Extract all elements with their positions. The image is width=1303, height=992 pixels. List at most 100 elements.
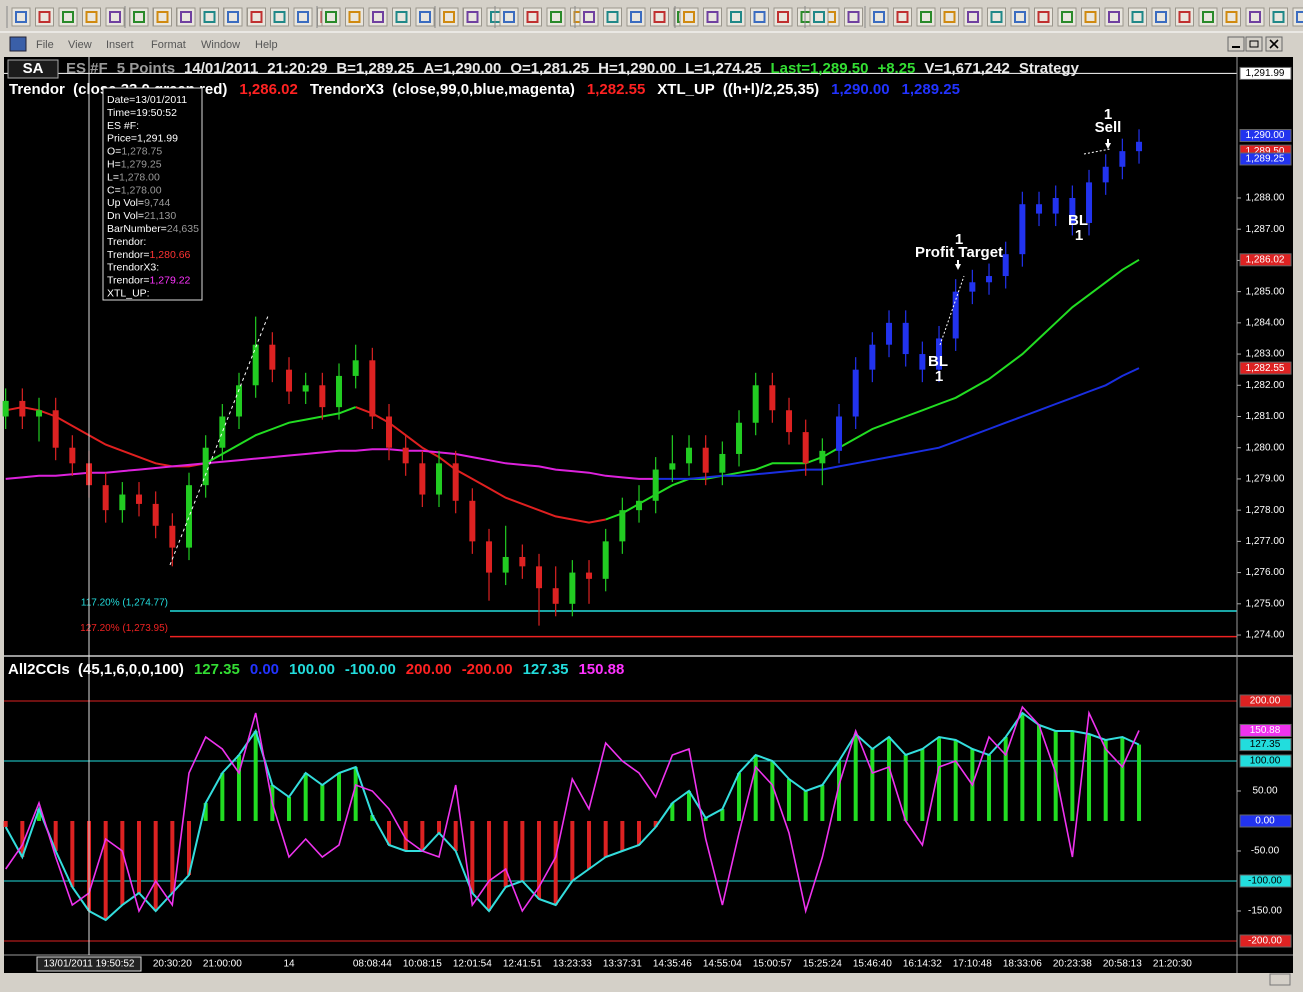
toolbar-button[interactable] xyxy=(987,7,1006,27)
candle-body xyxy=(952,291,959,339)
candle-body xyxy=(352,360,359,376)
data-window-value: 1,279.25 xyxy=(121,158,162,170)
toolbar-icon xyxy=(813,11,825,23)
symbol-button-label[interactable]: SA xyxy=(23,60,44,77)
toolbar-button[interactable] xyxy=(153,7,172,27)
menu-item[interactable]: File xyxy=(36,39,54,51)
toolbar-button[interactable] xyxy=(223,7,243,27)
cci-bar xyxy=(820,784,825,821)
toolbar-button[interactable] xyxy=(1175,7,1194,27)
toolbar-button[interactable] xyxy=(603,7,622,27)
candle-body xyxy=(969,282,976,292)
toolbar-button[interactable] xyxy=(750,7,769,27)
data-window-row: Dn Vol=21,130 xyxy=(107,210,176,222)
data-window-label: BarNumber= xyxy=(107,223,167,235)
candle-body xyxy=(436,463,443,495)
cci-bar xyxy=(337,772,342,821)
toolbar-button[interactable] xyxy=(415,7,435,27)
data-window-value: 1,280.66 xyxy=(150,249,191,261)
minimize-button[interactable] xyxy=(1227,36,1245,52)
menu-icon[interactable] xyxy=(9,36,27,52)
menu-item[interactable]: Help xyxy=(255,39,278,51)
candle-body xyxy=(502,556,509,573)
toolbar-button[interactable] xyxy=(1081,7,1100,27)
toolbar-button[interactable] xyxy=(129,7,149,27)
toolbar-button[interactable] xyxy=(293,7,313,27)
toolbar-button[interactable] xyxy=(523,7,542,27)
toolbar-button[interactable] xyxy=(679,7,699,27)
toolbar-button[interactable] xyxy=(270,7,289,27)
toolbar-button[interactable] xyxy=(35,7,54,27)
toolbar-button[interactable] xyxy=(321,7,341,27)
toolbar-button[interactable] xyxy=(844,7,863,27)
toolbar-icon xyxy=(1249,11,1261,23)
cci-bar xyxy=(853,733,858,821)
menu-item[interactable]: Format xyxy=(151,39,186,51)
cci-bar xyxy=(1120,736,1125,821)
toolbar-button[interactable] xyxy=(1128,7,1147,27)
time-axis: 13/01/2011 19:50:52 20:30:20 21:00:00 14 08:… xyxy=(36,57,1192,972)
candle-body xyxy=(136,494,143,504)
toolbar-button[interactable] xyxy=(963,7,983,27)
toolbar-button[interactable] xyxy=(869,7,889,27)
toolbar-button[interactable] xyxy=(579,7,599,27)
menu-item[interactable]: Insert xyxy=(106,39,134,51)
x-tick-label: 20:30:20 xyxy=(153,959,192,970)
toolbar-button[interactable] xyxy=(58,7,78,27)
candle-body xyxy=(519,556,526,567)
toolbar-button[interactable] xyxy=(703,7,722,27)
toolbar-button[interactable] xyxy=(546,7,566,27)
annotation: Sell xyxy=(1095,119,1122,136)
toolbar-button[interactable] xyxy=(200,7,219,27)
candle-body xyxy=(119,494,126,511)
toolbar-button[interactable] xyxy=(1269,7,1288,27)
toolbar-button[interactable] xyxy=(809,7,829,27)
toolbar-button[interactable] xyxy=(726,7,746,27)
toolbar-button[interactable] xyxy=(940,7,959,27)
toolbar-button[interactable] xyxy=(345,7,364,27)
toolbar-button[interactable] xyxy=(247,7,266,27)
toolbar-button[interactable] xyxy=(626,7,646,27)
toolbar-button[interactable] xyxy=(1104,7,1124,27)
toolbar-button[interactable] xyxy=(11,7,31,27)
toolbar-button[interactable] xyxy=(105,7,125,27)
toolbar-button[interactable] xyxy=(1010,7,1030,27)
y-tick-label: -150.00 xyxy=(1248,906,1282,917)
toolbar-button[interactable] xyxy=(650,7,669,27)
toolbar-button[interactable] xyxy=(1034,7,1053,27)
cci-bar xyxy=(1020,712,1025,821)
toolbar-button[interactable] xyxy=(1245,7,1265,27)
candle-body xyxy=(1102,166,1109,183)
toolbar-button[interactable] xyxy=(392,7,411,27)
symbol-button[interactable] xyxy=(7,59,59,79)
data-window-value: 1,278.00 xyxy=(119,171,160,183)
cci-bar xyxy=(287,796,292,821)
toolbar-button[interactable] xyxy=(1057,7,1077,27)
menu-item[interactable]: Window xyxy=(201,39,240,51)
toolbar-button[interactable] xyxy=(176,7,196,27)
toolbar-icon xyxy=(297,11,309,23)
data-window-row: Trendor=1,280.66 xyxy=(107,249,191,261)
toolbar-button[interactable] xyxy=(1222,7,1241,27)
scroll-box[interactable] xyxy=(1269,973,1291,986)
toolbar-button[interactable] xyxy=(1151,7,1171,27)
data-window-label: H= xyxy=(107,158,121,170)
toolbar-button[interactable] xyxy=(916,7,936,27)
price-marker-label: 100.00 xyxy=(1250,756,1281,767)
toolbar-button[interactable] xyxy=(1198,7,1218,27)
toolbar-icon xyxy=(1014,11,1026,23)
data-window-label: Dn Vol= xyxy=(107,210,144,222)
data-window-row: Trendor=1,279.22 xyxy=(107,274,191,286)
cci-bar xyxy=(387,820,392,845)
toolbar-button[interactable] xyxy=(368,7,388,27)
toolbar-button[interactable] xyxy=(463,7,482,27)
restore-button[interactable] xyxy=(1245,36,1263,52)
toolbar-button[interactable] xyxy=(82,7,101,27)
menu-item[interactable]: View xyxy=(68,39,92,51)
y-tick-label: -50.00 xyxy=(1251,846,1280,857)
toolbar-button[interactable] xyxy=(439,7,459,27)
toolbar-button[interactable] xyxy=(773,7,793,27)
toolbar-button[interactable] xyxy=(893,7,912,27)
toolbar-button[interactable] xyxy=(499,7,519,27)
cci-bar xyxy=(687,790,692,821)
